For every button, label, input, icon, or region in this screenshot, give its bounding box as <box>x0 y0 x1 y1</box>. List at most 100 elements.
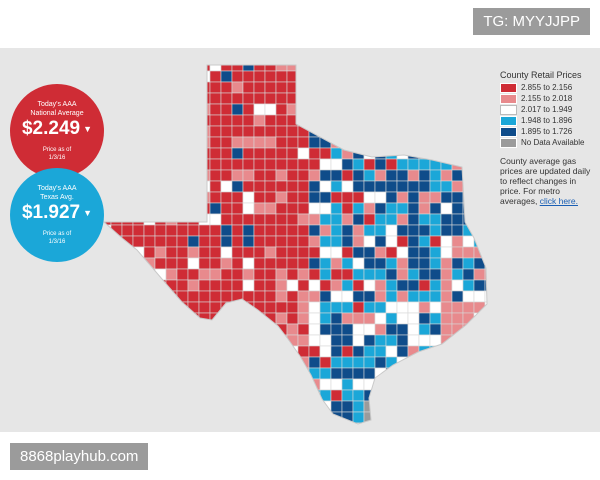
county-cell <box>440 378 453 391</box>
county-cell <box>132 191 145 204</box>
county-cell <box>363 367 376 380</box>
county-cell <box>165 301 178 314</box>
county-cell <box>407 378 420 391</box>
county-cell <box>352 323 365 336</box>
county-cell <box>330 345 343 358</box>
county-cell <box>275 301 288 314</box>
county-cell <box>308 356 321 369</box>
county-cell <box>231 180 244 193</box>
county-cell <box>198 422 211 424</box>
county-cell <box>407 422 420 424</box>
county-cell <box>473 147 486 160</box>
county-cell <box>231 169 244 182</box>
county-cell <box>143 224 156 237</box>
county-cell <box>297 114 310 127</box>
county-cell <box>440 301 453 314</box>
county-cell <box>176 345 189 358</box>
county-cell <box>143 378 156 391</box>
county-cell <box>220 246 233 259</box>
county-cell <box>319 92 332 105</box>
county-cell <box>165 400 178 413</box>
county-cell <box>297 191 310 204</box>
county-cell <box>154 389 167 402</box>
county-cell <box>132 323 145 336</box>
county-cell <box>352 422 365 424</box>
national-badge-title: Today's AAA National Average <box>10 100 104 118</box>
county-cell <box>352 334 365 347</box>
county-cell <box>440 345 453 358</box>
county-cell <box>253 125 266 138</box>
county-cell <box>154 81 167 94</box>
county-cell <box>374 345 387 358</box>
county-cell <box>308 334 321 347</box>
county-cell <box>319 202 332 215</box>
county-cell <box>275 345 288 358</box>
county-cell <box>198 411 211 424</box>
county-cell <box>451 422 464 424</box>
county-cell <box>121 378 134 391</box>
county-cell <box>264 169 277 182</box>
county-cell <box>253 147 266 160</box>
county-cell <box>396 312 409 325</box>
county-cell <box>462 169 475 182</box>
county-cell <box>407 312 420 325</box>
county-cell <box>308 268 321 281</box>
county-cell <box>374 334 387 347</box>
county-cell <box>396 235 409 248</box>
county-cell <box>440 180 453 193</box>
county-cell <box>385 279 398 292</box>
county-cell <box>385 290 398 303</box>
county-cell <box>198 389 211 402</box>
county-cell <box>220 136 233 149</box>
county-cell <box>165 422 178 424</box>
legend-swatch <box>500 116 517 126</box>
county-cell <box>352 378 365 391</box>
county-cell <box>451 301 464 314</box>
county-cell <box>110 290 123 303</box>
county-cell <box>385 65 398 72</box>
county-cell <box>209 323 222 336</box>
county-cell <box>104 301 112 314</box>
county-cell <box>352 103 365 116</box>
county-cell <box>484 158 487 171</box>
county-cell <box>330 92 343 105</box>
county-cell <box>374 290 387 303</box>
county-cell <box>363 422 376 424</box>
county-cell <box>154 301 167 314</box>
county-cell <box>473 169 486 182</box>
county-cell <box>286 136 299 149</box>
county-cell <box>330 400 343 413</box>
county-cell <box>220 235 233 248</box>
county-cell <box>154 136 167 149</box>
county-cell <box>374 92 387 105</box>
county-cell <box>165 92 178 105</box>
county-cell <box>176 411 189 424</box>
county-cell <box>176 268 189 281</box>
county-cell <box>264 180 277 193</box>
county-cell <box>418 81 431 94</box>
county-cell <box>143 70 156 83</box>
metro-averages-link[interactable]: click here. <box>539 196 578 206</box>
county-cell <box>385 81 398 94</box>
county-cell <box>429 378 442 391</box>
county-cell <box>429 279 442 292</box>
county-cell <box>121 290 134 303</box>
county-cell <box>352 224 365 237</box>
county-cell <box>407 400 420 413</box>
county-cell <box>440 235 453 248</box>
county-cell <box>209 224 222 237</box>
county-cell <box>198 246 211 259</box>
county-cell <box>121 125 134 138</box>
county-cell <box>396 268 409 281</box>
county-cell <box>253 356 266 369</box>
county-cell <box>121 356 134 369</box>
county-cell <box>110 257 123 270</box>
county-cell <box>198 191 211 204</box>
county-cell <box>121 400 134 413</box>
county-cell <box>341 235 354 248</box>
county-cell <box>121 422 134 424</box>
county-cell <box>308 323 321 336</box>
county-cell <box>319 334 332 347</box>
county-cell <box>121 411 134 424</box>
county-cell <box>143 290 156 303</box>
